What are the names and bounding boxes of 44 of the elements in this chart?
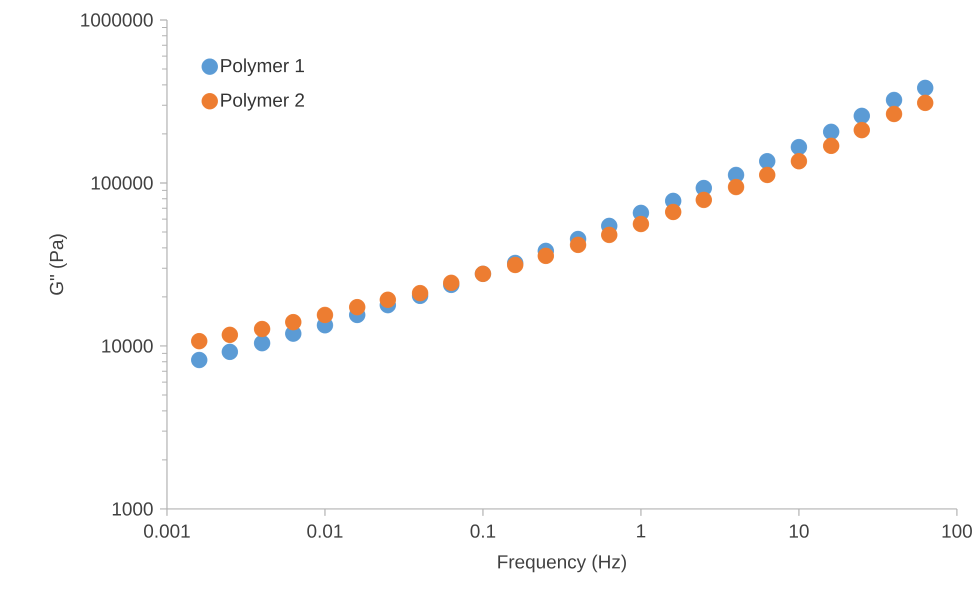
point <box>759 166 776 184</box>
point <box>886 106 902 122</box>
x-tick-label: 100 <box>942 524 972 538</box>
point <box>822 124 840 140</box>
point <box>254 335 270 352</box>
point <box>285 314 302 330</box>
y-axis-title: G" (Pa) <box>49 234 67 295</box>
point <box>222 344 238 360</box>
point <box>759 153 776 170</box>
x-tick-label: 0.01 <box>307 524 342 538</box>
point <box>790 153 808 170</box>
x-tick-label: 1 <box>637 524 646 538</box>
point <box>412 284 428 302</box>
legend-label: Polymer 2 <box>221 92 304 111</box>
x-axis-title: Frequency (Hz) <box>498 554 626 572</box>
point <box>917 80 934 96</box>
point <box>222 326 238 344</box>
y-tick-label: 1000000 <box>81 13 153 27</box>
point <box>822 138 840 154</box>
x-tick-label: 10 <box>790 524 809 538</box>
point <box>886 92 902 108</box>
point <box>254 320 270 338</box>
point <box>854 122 870 138</box>
x-tick-label: 0.1 <box>470 524 496 538</box>
x-tick-label: 0.001 <box>144 524 190 538</box>
y-tick-label: 100000 <box>92 176 153 190</box>
point <box>349 298 366 316</box>
point <box>696 192 712 208</box>
point <box>380 292 396 308</box>
point <box>191 352 208 368</box>
point <box>191 332 208 350</box>
point <box>538 248 554 264</box>
point <box>316 306 334 324</box>
point <box>664 204 682 220</box>
y-tick-label: 1000 <box>112 502 153 516</box>
point <box>790 138 808 156</box>
point <box>601 226 618 244</box>
point <box>854 108 870 124</box>
y-tick-label: 10000 <box>102 339 153 353</box>
point <box>632 216 650 232</box>
legend-label: Polymer 1 <box>221 58 304 76</box>
point <box>917 94 934 112</box>
point <box>570 236 586 254</box>
point <box>728 178 744 196</box>
